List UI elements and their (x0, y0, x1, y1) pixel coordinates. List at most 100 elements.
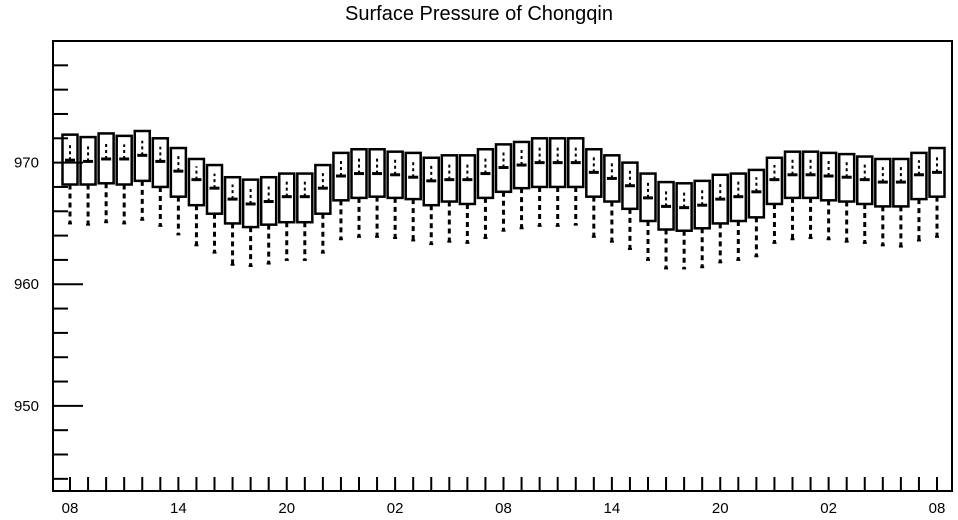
box-body (729, 172, 748, 223)
box-body (115, 134, 133, 186)
box-item (639, 172, 657, 261)
box-item (892, 157, 910, 248)
box-item (747, 168, 766, 258)
box-item (314, 163, 332, 254)
y-axis: 950 960 970 (14, 40, 83, 480)
box-item (259, 175, 278, 265)
box-body (422, 156, 440, 207)
box-body (332, 151, 350, 202)
box-item (296, 172, 314, 261)
box-item (115, 134, 133, 225)
box-body (856, 155, 874, 206)
box-item (494, 143, 513, 232)
box-body (458, 154, 477, 206)
box-item (151, 137, 170, 227)
box-item (530, 137, 549, 227)
y-tick-label: 970 (14, 155, 39, 172)
box-item (603, 154, 621, 243)
box-item (711, 173, 729, 264)
box-item (205, 163, 224, 254)
x-tick-label: 14 (170, 500, 187, 517)
box-item (874, 157, 892, 247)
box-body (819, 151, 838, 202)
y-tick-label: 960 (14, 276, 39, 293)
box-body (61, 133, 79, 186)
box-body (350, 147, 368, 200)
box-item (910, 151, 928, 242)
box-item (61, 133, 79, 225)
box-body (783, 150, 802, 200)
box-item (97, 132, 115, 224)
box-item (729, 172, 748, 261)
box-body (151, 137, 170, 189)
box-item (837, 152, 856, 243)
y-tick-label: 950 (14, 398, 39, 415)
box-item (368, 147, 386, 238)
box-body (404, 151, 422, 201)
box-body (368, 147, 386, 198)
box-body (603, 154, 621, 203)
box-body (530, 137, 549, 189)
box-item (621, 161, 639, 250)
box-item (675, 182, 693, 270)
box-item (657, 180, 675, 270)
box-body (278, 172, 296, 224)
box-item (693, 179, 711, 269)
box-item (819, 151, 838, 241)
box-item (187, 157, 206, 247)
box-body (440, 154, 459, 203)
plot-frame (52, 40, 953, 492)
x-tick-label: 20 (712, 500, 729, 517)
x-tick-label: 08 (929, 500, 946, 517)
box-body (512, 140, 531, 190)
x-axis: 08 14 20 02 08 14 20 02 08 (62, 477, 946, 517)
x-tick-label: 14 (604, 500, 621, 517)
box-body (657, 180, 675, 231)
box-series (61, 129, 946, 270)
box-body (386, 150, 404, 200)
box-body (892, 157, 910, 208)
box-body (97, 132, 115, 185)
x-tick-label: 02 (820, 500, 837, 517)
box-item (169, 146, 188, 236)
box-body (585, 147, 603, 198)
box-item (765, 156, 784, 244)
box-body (765, 156, 784, 206)
box-item (928, 146, 946, 238)
x-tick-label: 08 (62, 500, 79, 517)
box-body (223, 175, 242, 225)
box-item (458, 154, 477, 244)
box-item (350, 147, 368, 238)
box-body (621, 161, 639, 211)
box-item (422, 156, 440, 246)
box-body (296, 172, 314, 224)
box-body (928, 146, 946, 198)
box-item (440, 154, 459, 243)
x-tick-label: 02 (387, 500, 404, 517)
box-item (476, 147, 495, 240)
box-body (747, 168, 766, 219)
box-body (169, 146, 188, 198)
box-item (856, 155, 874, 244)
box-body (874, 157, 892, 208)
box-item (241, 178, 260, 267)
x-tick-label: 08 (495, 500, 512, 517)
box-item (404, 151, 422, 242)
box-body (476, 147, 495, 200)
box-item (783, 150, 802, 241)
box-body (837, 152, 856, 203)
box-item (79, 135, 97, 226)
box-body (494, 143, 513, 194)
box-body (314, 163, 332, 215)
box-item (548, 137, 567, 227)
box-body (187, 157, 206, 207)
box-item (801, 150, 820, 240)
box-body (259, 175, 278, 226)
box-body (711, 173, 729, 225)
box-body (133, 129, 151, 183)
box-item (332, 151, 350, 241)
box-body (910, 151, 928, 201)
box-item (278, 172, 296, 261)
box-body (79, 135, 97, 186)
